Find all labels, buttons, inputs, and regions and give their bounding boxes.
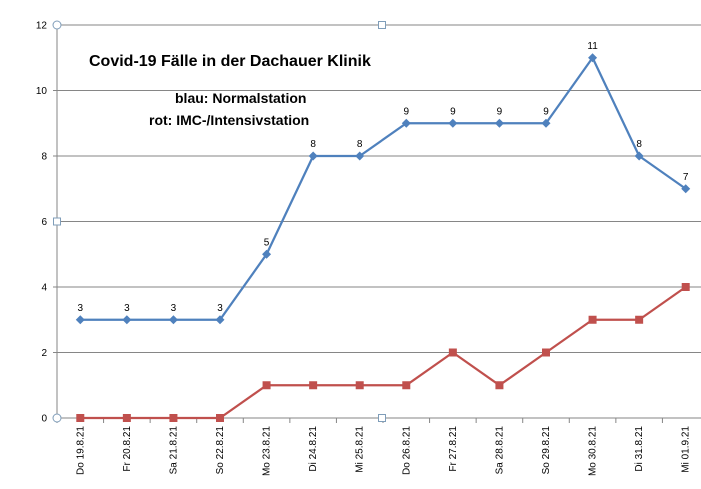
x-tick-label-2: Sa 21.8.21 xyxy=(168,426,179,475)
series-0-point-12 xyxy=(634,151,644,161)
series-0-point-9 xyxy=(494,118,504,128)
series-0-point-13 xyxy=(681,184,691,194)
series-0-data-label-8: 9 xyxy=(450,106,456,117)
series-0-data-label-4: 5 xyxy=(264,237,270,248)
series-0-point-5 xyxy=(308,151,318,161)
x-tick-label-12: Di 31.8.21 xyxy=(634,426,645,472)
series-0-data-label-2: 3 xyxy=(171,303,177,314)
series-0-data-label-1: 3 xyxy=(124,303,130,314)
x-tick-label-4: Mo 23.8.21 xyxy=(262,426,273,476)
y-tick-label-12: 12 xyxy=(36,21,48,32)
series-1-point-7 xyxy=(402,381,411,390)
x-tick-label-13: Mi 01.9.21 xyxy=(681,426,692,473)
x-tick-label-0: Do 19.8.21 xyxy=(75,426,86,475)
y-tick-label-2: 2 xyxy=(41,348,47,359)
x-tick-label-5: Di 24.8.21 xyxy=(308,426,319,472)
y-tick-label-6: 6 xyxy=(41,217,47,228)
series-1-point-13 xyxy=(681,283,690,291)
resize-handle-2[interactable] xyxy=(53,217,61,226)
y-tick-label-0: 0 xyxy=(41,414,47,425)
gridlines xyxy=(57,24,701,353)
series-1-point-2 xyxy=(169,414,178,422)
series-1-point-12 xyxy=(635,315,644,324)
x-tick-label-11: Mo 30.8.21 xyxy=(588,426,599,476)
series-0-point-1 xyxy=(122,315,132,325)
series-0-point-6 xyxy=(355,151,365,161)
axes xyxy=(53,24,701,423)
x-tick-label-7: Do 26.8.21 xyxy=(401,426,412,475)
x-tick-label-9: Sa 28.8.21 xyxy=(494,426,505,475)
series-0-data-label-12: 8 xyxy=(636,139,642,150)
x-tick-label-3: So 22.8.21 xyxy=(215,426,226,475)
series-1-point-4 xyxy=(262,381,271,390)
y-tick-label-4: 4 xyxy=(41,283,47,294)
chart-subtitle-line-1: blau: Normalstation xyxy=(175,90,306,106)
x-tick-label-1: Fr 20.8.21 xyxy=(122,426,133,472)
series-1-point-9 xyxy=(495,381,504,390)
series-1-point-11 xyxy=(588,315,597,324)
series-0-data-label-7: 9 xyxy=(404,106,410,117)
x-tick-labels: Do 19.8.21 Fr 20.8.21 Sa 21.8.21 So 22.8.21… xyxy=(75,426,691,476)
series-0-line xyxy=(80,56,687,321)
resize-handle-4[interactable] xyxy=(378,414,386,422)
series-0-data-label-6: 8 xyxy=(357,139,363,150)
series-1-point-10 xyxy=(542,348,550,357)
series-0-point-8 xyxy=(448,118,458,128)
y-tick-labels: 0 2 4 6 8 10 12 xyxy=(36,21,48,425)
series-0-data-label-3: 3 xyxy=(217,303,223,314)
series-0-point-10 xyxy=(541,118,551,128)
y-tick-label-8: 8 xyxy=(41,152,47,163)
resize-handle-0[interactable] xyxy=(52,20,62,30)
series-0-point-4 xyxy=(262,249,272,259)
chart-title: Covid-19 Fälle in der Dachauer Klinik xyxy=(89,53,371,70)
chart-subtitle-line-2: rot: IMC-/Intensivstation xyxy=(149,112,309,128)
series-0-data-label-5: 8 xyxy=(310,139,316,150)
x-tick-label-6: Mi 25.8.21 xyxy=(355,426,366,473)
series-0-data-label-0: 3 xyxy=(78,303,84,314)
x-tick-label-8: Fr 27.8.21 xyxy=(448,426,459,472)
data-labels: 3 3 3 3 5 8 8 9 9 9 9 11 8 7 xyxy=(78,41,689,314)
selection-handles[interactable] xyxy=(52,20,386,423)
series-0-data-label-10: 9 xyxy=(543,106,549,117)
y-tick-label-10: 10 xyxy=(36,86,48,97)
series-1-point-6 xyxy=(355,381,364,390)
series-1-point-3 xyxy=(216,414,224,422)
series-1-point-0 xyxy=(76,414,85,422)
series-1-point-5 xyxy=(309,381,318,390)
series-0-data-label-13: 7 xyxy=(683,172,689,183)
series-0-data-label-11: 11 xyxy=(587,41,598,52)
series-0-point-0 xyxy=(75,315,85,325)
resize-handle-1[interactable] xyxy=(52,413,62,423)
series-1-point-1 xyxy=(122,414,131,422)
series-0-point-3 xyxy=(215,315,225,325)
resize-handle-3[interactable] xyxy=(378,21,386,29)
series-1-point-8 xyxy=(448,348,457,357)
series-0-point-11 xyxy=(588,53,598,63)
series-0-point-2 xyxy=(168,315,178,325)
series xyxy=(75,53,691,422)
series-0-data-label-9: 9 xyxy=(497,106,503,117)
series-1-line xyxy=(80,286,687,420)
series-0-point-7 xyxy=(401,118,411,128)
x-tick-label-10: So 29.8.21 xyxy=(541,426,552,475)
